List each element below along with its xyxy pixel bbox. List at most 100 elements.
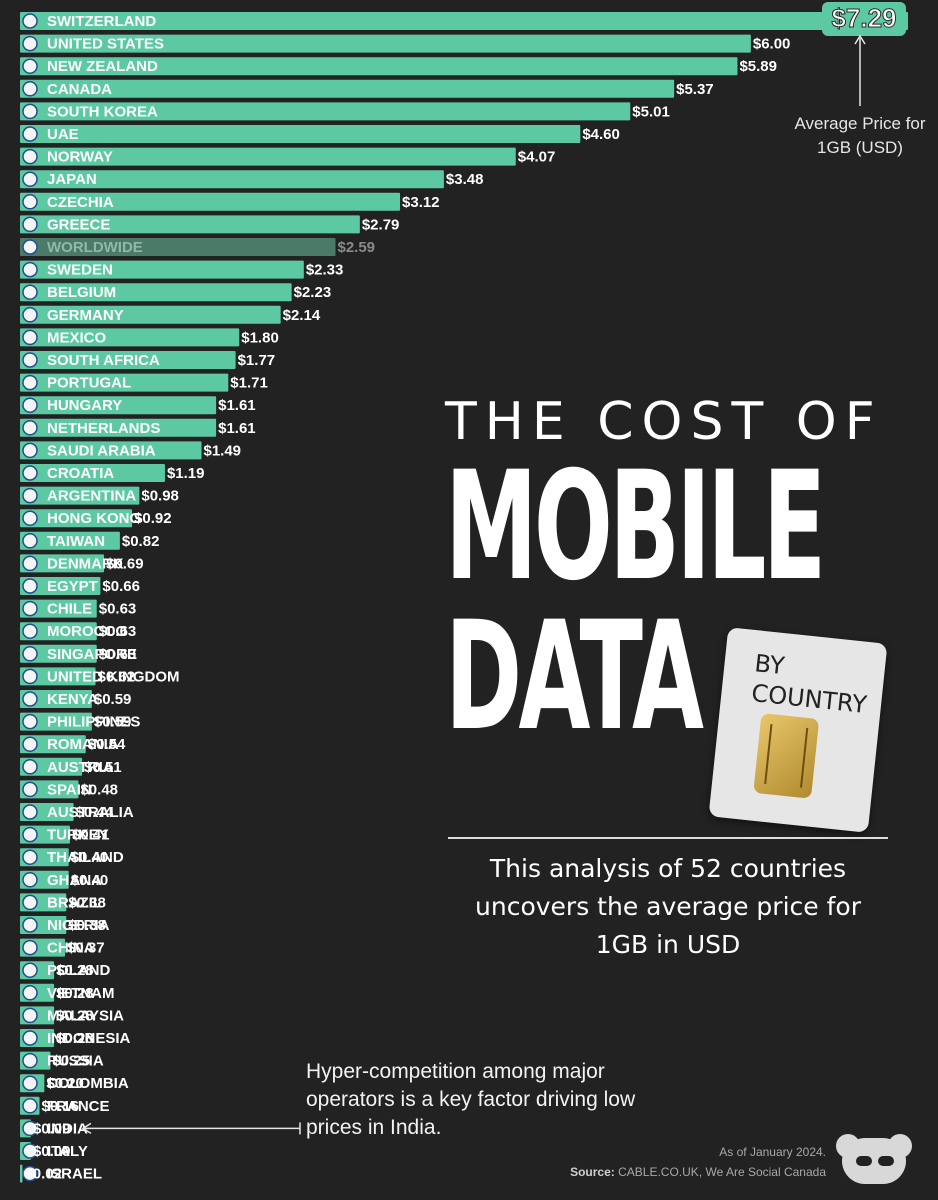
bar-norway	[20, 147, 516, 166]
flag-icon	[22, 81, 38, 97]
category-label: BRAZIL	[47, 894, 102, 911]
bar-south-africa	[20, 351, 236, 369]
category-label: SPAIN	[47, 781, 92, 798]
top-value-badge	[822, 2, 906, 36]
value-label: $0.28	[56, 1030, 94, 1047]
bar-united-states	[20, 34, 751, 53]
category-label: NIGERIA	[47, 917, 110, 934]
bar-portugal	[20, 373, 229, 392]
bar-taiwan	[20, 531, 120, 550]
category-label: HUNGARY	[47, 397, 122, 414]
arrow-head-icon	[854, 34, 866, 45]
flag-icon	[22, 668, 38, 685]
flag-icon	[22, 442, 38, 459]
category-label: TURKEY	[47, 827, 109, 844]
category-label: ROMANIA	[47, 736, 119, 753]
bar-switzerland	[20, 12, 908, 30]
divider	[448, 837, 888, 839]
value-label: $1.80	[241, 329, 279, 346]
flag-icon	[22, 533, 38, 549]
title-line-1: THE COST OF	[445, 392, 883, 452]
flag-icon	[22, 465, 38, 481]
category-label: CZECHIA	[47, 194, 114, 211]
value-label: $0.59	[94, 714, 132, 731]
flag-icon	[22, 600, 38, 617]
category-label: MEXICO	[47, 329, 107, 346]
flag-icon	[22, 1030, 38, 1046]
sim-chip-icon	[753, 713, 820, 799]
category-label: GHANA	[47, 872, 102, 889]
value-label: $0.09	[33, 1120, 71, 1137]
flag-icon	[22, 13, 38, 29]
flag-icon	[22, 917, 38, 933]
category-label: COLOMBIA	[47, 1075, 129, 1092]
value-label: $0.20	[46, 1075, 84, 1092]
category-label: RUSSIA	[47, 1053, 104, 1070]
flag-icon	[22, 1075, 38, 1091]
category-label: WORLDWIDE	[47, 239, 143, 256]
bar-hong-kong	[20, 509, 133, 528]
flag-icon	[22, 487, 38, 504]
value-label: $0.28	[56, 962, 94, 979]
flag-icon	[22, 713, 38, 730]
category-label: CROATIA	[47, 465, 114, 482]
bar-croatia	[20, 464, 165, 482]
value-label: $1.61	[218, 420, 256, 437]
flag-icon	[22, 374, 38, 391]
category-label: SINGAPORE	[47, 646, 137, 663]
value-label: $0.40	[71, 872, 109, 889]
category-label: NETHERLANDS	[47, 420, 160, 437]
flag-icon	[22, 420, 38, 436]
category-label: VIETNAM	[47, 985, 115, 1002]
value-label: $5.01	[632, 103, 670, 120]
value-label: $0.48	[80, 781, 118, 798]
value-label: $5.37	[676, 81, 714, 98]
bar-philippines	[20, 712, 92, 731]
title-block: THE COST OF MOBILE DATA	[445, 392, 890, 752]
value-label: $2.33	[306, 262, 344, 279]
value-label: $0.63	[99, 623, 137, 640]
flag-icon	[22, 804, 38, 820]
flag-icon	[22, 985, 38, 1001]
bar-kenya	[20, 690, 92, 708]
category-label: CANADA	[47, 81, 112, 98]
bar-united-kingdom	[20, 667, 96, 686]
flag-icon	[22, 555, 38, 572]
title-line-2: MOBILE	[445, 440, 826, 614]
category-label: AUSTRIA	[47, 759, 114, 776]
flag-icon	[22, 352, 38, 368]
category-label: KENYA	[47, 691, 98, 708]
flag-icon	[22, 736, 38, 752]
value-label: $0.40	[71, 849, 109, 866]
bar-uae	[20, 125, 581, 143]
category-label: SWEDEN	[47, 262, 113, 279]
bar-denmark	[20, 554, 105, 573]
flag-icon	[22, 171, 38, 187]
source-value: CABLE.CO.UK, We Are Social Canada	[618, 1165, 826, 1179]
brand-logo-icon	[836, 1134, 912, 1184]
flag-icon	[22, 216, 38, 233]
bar-argentina	[20, 486, 140, 505]
category-label: ITALY	[47, 1143, 88, 1160]
flag-icon	[22, 962, 38, 978]
value-label: $0.98	[141, 488, 179, 505]
value-label: $1.71	[230, 375, 268, 392]
bar-saudi-arabia	[20, 441, 202, 460]
category-label: SWITZERLAND	[47, 13, 156, 30]
category-label: INDONESIA	[47, 1030, 131, 1047]
value-label: $0.92	[134, 510, 172, 527]
category-label: FRANCE	[47, 1098, 110, 1115]
value-label: $0.02	[24, 1166, 62, 1183]
category-label: SOUTH KOREA	[47, 103, 158, 120]
flag-icon	[22, 1007, 38, 1024]
subtitle: This analysis of 52 countries uncovers t…	[475, 854, 861, 959]
flag-icon	[22, 1120, 38, 1137]
value-label: $0.25	[52, 1053, 90, 1070]
value-label: $2.14	[283, 307, 321, 324]
bar-greece	[20, 215, 360, 234]
flag-icon	[22, 397, 38, 413]
category-label: ISRAEL	[47, 1166, 102, 1183]
flag-icon	[22, 510, 38, 526]
value-label: $4.60	[582, 126, 620, 143]
